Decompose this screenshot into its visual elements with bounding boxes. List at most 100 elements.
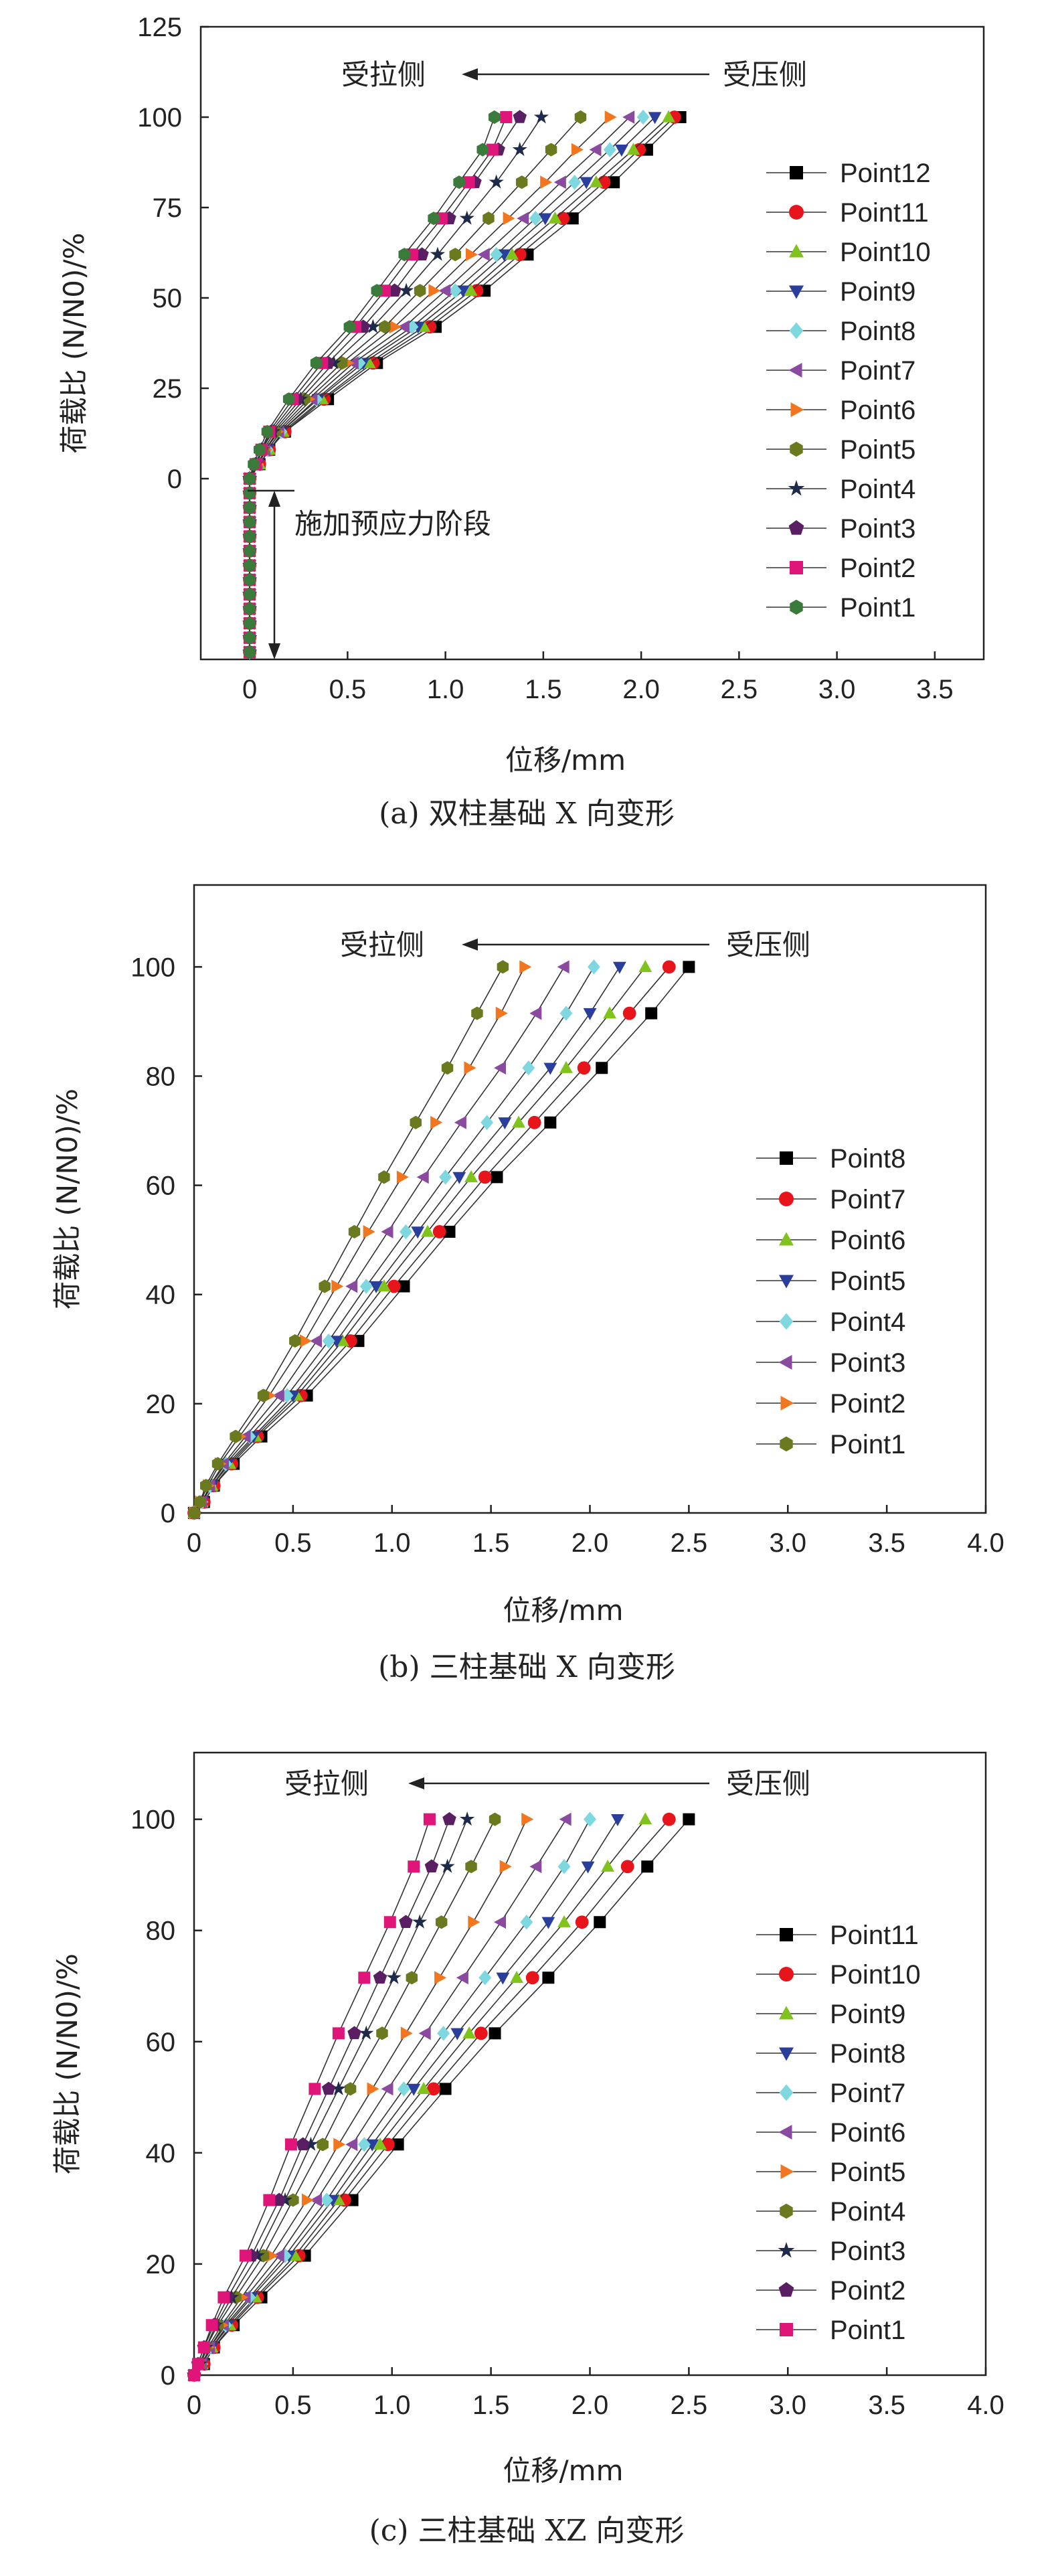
compression-side-label: 受压侧	[726, 1767, 810, 1800]
data-point-point6	[638, 959, 652, 972]
tension-side-label: 受拉侧	[341, 58, 426, 91]
legend-marker	[780, 1396, 794, 1411]
legend-label: Point8	[840, 317, 915, 346]
data-point-point4	[512, 141, 527, 157]
data-point-point4	[559, 1005, 573, 1021]
data-point-point3	[272, 1388, 284, 1402]
chart-panel-c: 0 20 40 60 80 100 0 0.5 1.0 1.5 2.0 2.5 3.0 3.5 4.0 位移/…	[0, 1741, 1054, 2576]
series-line-point1	[193, 966, 504, 1514]
plot-frame	[199, 25, 985, 661]
data-point-point1	[200, 1479, 212, 1493]
prestress-stage-label: 施加预应力阶段	[294, 507, 491, 540]
legend-label: Point10	[830, 1960, 921, 1990]
data-point-point4	[587, 959, 600, 975]
data-point-point9	[648, 112, 662, 125]
data-point-point1	[378, 1170, 390, 1184]
y-tick-label: 50	[153, 284, 183, 313]
data-point-point8	[407, 2083, 421, 2096]
data-point-point6	[389, 320, 402, 334]
data-point-point10	[626, 143, 640, 155]
legend-marker	[780, 1436, 793, 1452]
figure-caption: (b) 三柱基础 X 向变形	[378, 1650, 675, 1684]
data-point-point4	[400, 1224, 412, 1240]
data-point-point2	[347, 2026, 361, 2040]
data-point-point8	[353, 355, 366, 371]
data-point-point5	[468, 1915, 480, 1929]
legend-label: Point12	[840, 159, 931, 188]
data-point-point7	[577, 1061, 591, 1075]
legend-label: Point2	[830, 2276, 905, 2306]
legend-label: Point4	[840, 475, 915, 504]
data-point-point1	[244, 587, 256, 601]
data-point-point6	[512, 1115, 525, 1128]
arrow-head	[462, 939, 478, 951]
legend-marker	[779, 1313, 794, 1330]
data-point-point6	[571, 143, 584, 157]
legend-label: Point6	[840, 396, 915, 425]
data-point-point3	[416, 1170, 429, 1184]
series-line-point3	[249, 116, 521, 653]
legend-label: Point7	[840, 356, 915, 386]
legend-label: Point2	[830, 1389, 905, 1419]
legend: Point8 Point7 Point6 Point5 Point4 Point3 Poin…	[756, 1144, 905, 1459]
data-point-point4	[287, 2193, 299, 2207]
data-point-point10	[620, 1860, 634, 1874]
x-tick-label: 1.5	[472, 2391, 510, 2420]
data-point-point2	[442, 1812, 456, 1826]
data-point-point11	[594, 1916, 606, 1929]
x-tick-label: 2.0	[622, 675, 660, 704]
data-point-point11	[542, 1971, 555, 1984]
data-point-point1	[244, 530, 256, 544]
chart-b-svg: 0 20 40 60 80 100 0 0.5 1.0 1.5 2.0 2.5 3.0 3.5 4.0 位移/…	[51, 884, 1004, 1684]
legend-label: Point4	[830, 1307, 905, 1337]
series-line-point11	[193, 1819, 690, 2376]
data-point-point3	[310, 1334, 323, 1348]
data-point-point8	[490, 246, 503, 262]
series-line-point5	[193, 1819, 527, 2376]
legend: Point11 Point10 Point9 Point8 Point7 Point6 Po…	[756, 1921, 921, 2345]
data-point-point8	[450, 2028, 464, 2040]
data-point-point6	[559, 1812, 572, 1826]
series-line-point4	[193, 1819, 496, 2376]
data-point-point3	[529, 1006, 542, 1020]
data-point-point4	[398, 283, 414, 297]
legend-marker	[778, 2125, 792, 2140]
series-line-point8	[193, 966, 690, 1514]
data-point-point1	[248, 457, 260, 471]
y-axis-title: 荷载比 (N/N0)/%	[51, 1089, 84, 1309]
data-point-point1	[194, 1495, 206, 1509]
legend-label: Point5	[840, 435, 915, 465]
data-point-point1	[408, 1860, 420, 1873]
data-point-point1	[188, 2369, 200, 2381]
data-point-point8	[491, 1171, 503, 1184]
data-point-point4	[435, 1915, 448, 1929]
x-tick-label: 1.0	[427, 675, 464, 704]
data-point-point8	[645, 1007, 658, 1020]
data-point-point7	[622, 1006, 636, 1020]
data-point-point5	[515, 175, 528, 189]
x-axis-title: 位移/mm	[503, 2454, 624, 2487]
data-point-point5	[411, 1226, 425, 1239]
data-point-point1	[343, 320, 356, 334]
x-tick-label: 0	[242, 675, 257, 704]
legend-label: Point9	[830, 2000, 905, 2029]
data-point-point7	[398, 2081, 410, 2097]
legend-marker	[789, 285, 804, 299]
data-point-point3	[386, 1969, 402, 1984]
data-point-point5	[545, 143, 557, 157]
data-point-point4	[459, 210, 474, 225]
data-point-point2	[299, 1334, 312, 1348]
data-point-point1	[239, 2249, 252, 2262]
y-tick-label: 0	[161, 1499, 175, 1528]
chart-c-svg: 0 20 40 60 80 100 0 0.5 1.0 1.5 2.0 2.5 3.0 3.5 4.0 位移/…	[51, 1751, 1004, 2548]
data-point-point2	[500, 111, 513, 123]
x-tick-label: 1.0	[373, 1528, 411, 1558]
data-point-point1	[319, 1279, 331, 1293]
compression-side-label: 受压侧	[723, 58, 807, 91]
data-point-point11	[439, 2083, 452, 2095]
data-point-point3	[303, 2136, 319, 2151]
data-point-point7	[622, 110, 635, 124]
data-point-point1	[453, 175, 465, 189]
data-point-point8	[398, 1280, 410, 1293]
x-tick-label: 3.0	[769, 2391, 806, 2420]
